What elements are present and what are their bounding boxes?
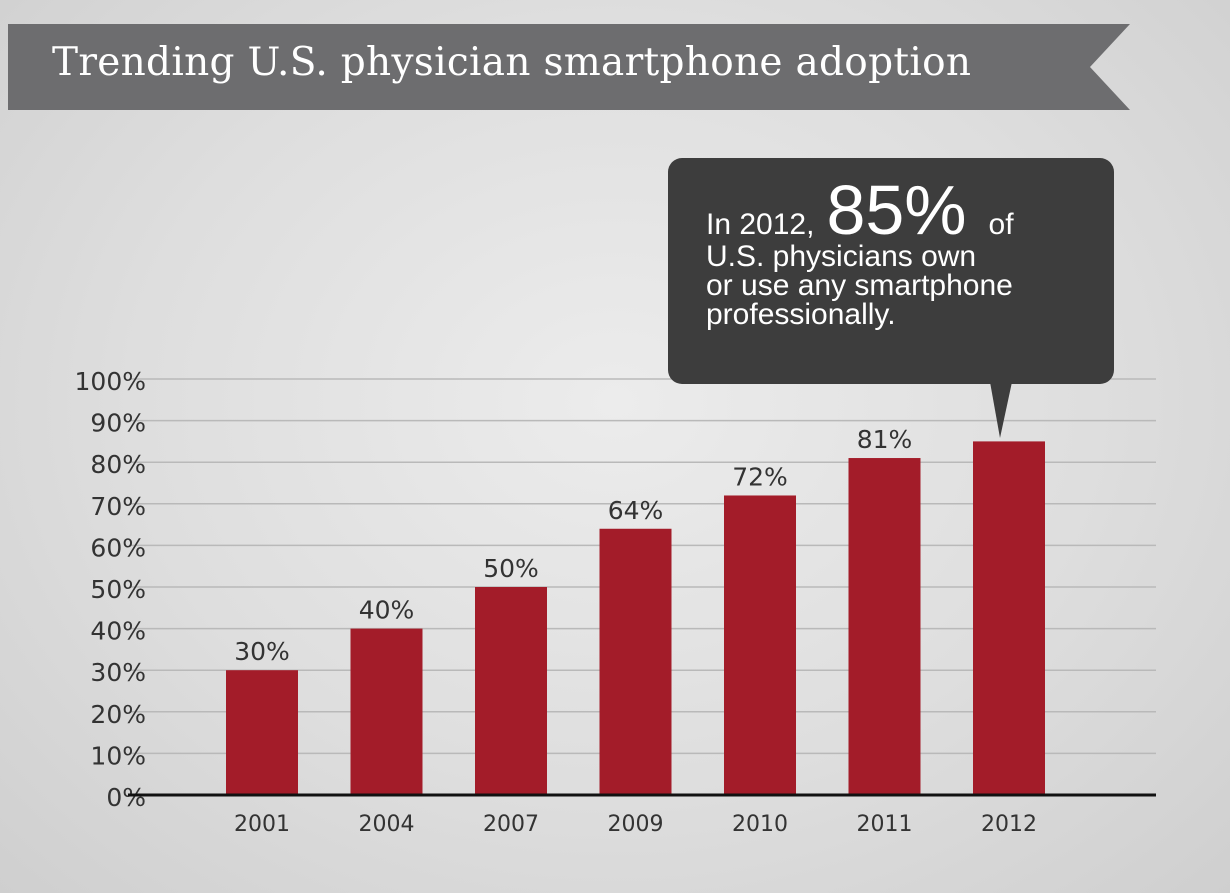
y-tick-label: 20% [90, 700, 146, 729]
y-tick-label: 90% [90, 409, 146, 438]
y-tick-label: 50% [90, 575, 146, 604]
y-tick-label: 60% [90, 533, 146, 562]
x-tick-label-2007: 2007 [483, 812, 539, 837]
callout-pointer [990, 382, 1012, 438]
bar-2004 [350, 628, 423, 795]
chart-title: Trending U.S. physician smartphone adopt… [52, 40, 972, 85]
title-banner-shape [8, 24, 1130, 110]
y-tick-label: 70% [90, 492, 146, 521]
data-label-2001: 30% [234, 637, 290, 666]
callout-line-4: professionally. [706, 298, 896, 331]
data-label-2011: 81% [857, 425, 913, 454]
x-tick-label-2004: 2004 [359, 812, 415, 837]
bar-2011 [848, 458, 921, 795]
bar-2007 [475, 587, 547, 795]
y-tick-label: 80% [90, 450, 146, 479]
data-labels: 30% 40% 50% 64% 72% 81% [234, 425, 912, 666]
callout-highlight-value: 85% [826, 171, 967, 249]
bar-2012 [973, 441, 1045, 795]
callout-suffix: of [988, 208, 1014, 241]
x-axis-tick-labels: 2001 2004 2007 2009 2010 2011 2012 [234, 812, 1037, 837]
y-tick-label: 0% [106, 783, 146, 812]
x-tick-label-2010: 2010 [732, 812, 788, 837]
y-tick-label: 30% [90, 658, 146, 687]
data-label-2009: 64% [608, 496, 664, 525]
y-tick-label: 100% [75, 367, 146, 396]
y-tick-label: 40% [90, 617, 146, 646]
bar-2001 [226, 670, 298, 795]
y-tick-label: 10% [90, 741, 146, 770]
data-label-2004: 40% [359, 596, 415, 625]
callout-prefix: In 2012, [706, 208, 815, 241]
bar-2010 [724, 495, 796, 795]
callout-line-2: U.S. physicians own [706, 240, 977, 273]
callout-first-line: In 2012, 85% of [706, 174, 1114, 246]
callout-line-3: or use any smartphone [706, 269, 1013, 302]
bars [226, 441, 1045, 795]
data-label-2007: 50% [483, 554, 539, 583]
x-tick-label-2012: 2012 [981, 812, 1037, 837]
x-tick-label-2009: 2009 [608, 812, 664, 837]
callout-box: In 2012, 85% of U.S. physicians own or u… [668, 158, 1114, 384]
x-tick-label-2011: 2011 [857, 812, 913, 837]
bar-2009 [599, 528, 672, 795]
data-label-2010: 72% [732, 462, 788, 491]
y-axis-tick-labels: 0% 10% 20% 30% 40% 50% 60% 70% 80% 90% 100% [75, 367, 146, 812]
x-tick-label-2001: 2001 [234, 812, 290, 837]
